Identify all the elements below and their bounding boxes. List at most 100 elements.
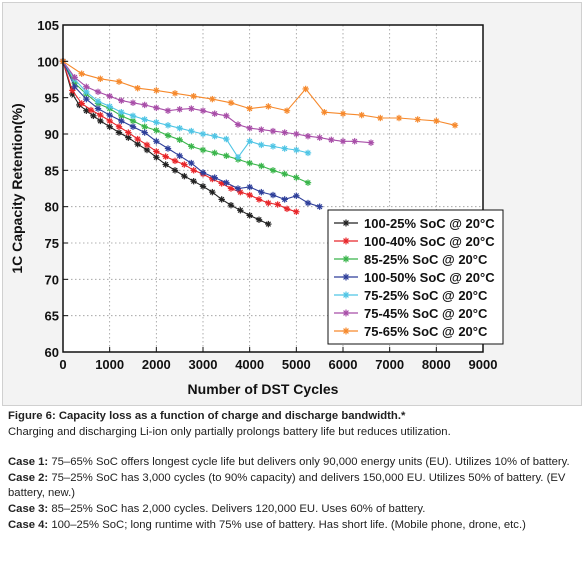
case-1-label: Case 1: [8,456,49,469]
data-point [269,127,277,135]
x-axis-label: Number of DST Cycles [188,381,339,397]
y-tick-label: 100 [37,54,59,69]
data-point [234,185,242,192]
data-point [258,162,265,170]
y-tick-label: 60 [45,345,59,360]
data-point [78,100,85,107]
legend-item: 85-25% SoC @ 20°C [334,252,488,267]
case-1-text: 75–65% SoC offers longest cycle life but… [48,456,570,469]
legend-item: 75-45% SoC @ 20°C [334,306,488,321]
plot-frame [62,24,484,353]
data-point [181,161,188,168]
data-point [97,111,104,119]
legend-marker [342,237,350,245]
x-tick-label: 2000 [142,357,171,372]
y-tick-label: 95 [45,91,59,106]
data-point [83,107,90,114]
data-point [69,87,76,94]
data-point [304,132,312,140]
data-point [358,111,365,119]
legend-item: 100-40% SoC @ 20°C [334,234,495,249]
figure-caption-title: Figure 6: Capacity loss as a function of… [8,410,406,422]
data-point [199,146,207,154]
data-point [115,129,123,136]
data-point [274,201,281,208]
data-point [304,199,312,207]
data-point [211,149,218,157]
data-point [281,170,288,178]
data-point [171,167,179,174]
data-point [246,212,253,219]
data-point [90,112,97,120]
data-point [118,97,125,104]
data-point [223,112,230,120]
data-point [153,87,160,94]
x-tick-label: 8000 [422,357,451,372]
data-point [377,114,384,122]
case-2: Case 2: 75–25% SoC has 3,000 cycles (to … [8,471,582,502]
data-point [234,154,242,161]
data-point [87,106,95,114]
data-point [283,205,291,213]
data-point [134,135,141,143]
data-point [246,124,253,132]
x-tick-label: 4000 [235,357,264,372]
data-point [255,216,263,223]
data-point [316,134,323,141]
y-tick-label: 65 [45,309,59,324]
data-point [218,196,225,203]
data-point [190,167,197,174]
data-point [265,103,272,110]
data-point [199,130,207,138]
data-point [176,136,183,144]
data-point [281,196,288,203]
legend: 100-25% SoC @ 20°C 100-40% SoC @ 20°C 85-2… [327,209,504,345]
data-point [188,159,195,167]
data-point [129,99,137,106]
data-point [78,70,85,77]
case-2-text: 75–25% SoC has 3,000 cycles (to 90% capa… [8,471,566,500]
data-point [414,116,421,123]
legend-label: 75-65% SoC @ 20°C [364,324,488,339]
data-point [125,134,132,141]
data-point [265,199,272,207]
data-point [223,179,230,186]
data-point [339,110,347,117]
case-4: Case 4: 100–25% SoC; long runtime with 7… [8,518,582,534]
data-point [162,161,169,168]
data-point [94,88,102,96]
x-tick-label: 1000 [95,357,124,372]
data-point [395,114,403,122]
data-point [162,153,169,160]
legend-label: 100-25% SoC @ 20°C [364,216,495,231]
data-point [164,107,172,114]
data-point [199,107,207,114]
data-point [258,126,265,133]
series-7 [59,58,459,129]
data-point [83,95,90,103]
data-point [97,117,104,125]
data-point [269,191,277,199]
x-tick-label: 3000 [189,357,218,372]
legend-marker [342,219,350,227]
data-point [164,145,172,152]
data-point [129,112,137,120]
data-point [118,109,125,116]
data-point [281,145,288,152]
data-point [106,93,113,100]
tick-labels: 0 1000 2000 3000 4000 5000 6000 7000 8000 9000 60 6… [37,18,497,372]
data-point [246,138,253,145]
data-point [199,183,207,190]
case-1: Case 1: 75–65% SoC offers longest cycle … [8,455,582,471]
data-point [106,111,113,119]
data-point [188,143,195,150]
data-point [188,105,195,112]
data-point [269,167,277,174]
data-point [227,185,235,192]
data-point [211,132,218,140]
data-point [433,117,440,125]
data-point [283,107,291,114]
data-point [83,83,90,90]
x-tick-label: 0 [59,357,66,372]
data-point [227,99,235,106]
